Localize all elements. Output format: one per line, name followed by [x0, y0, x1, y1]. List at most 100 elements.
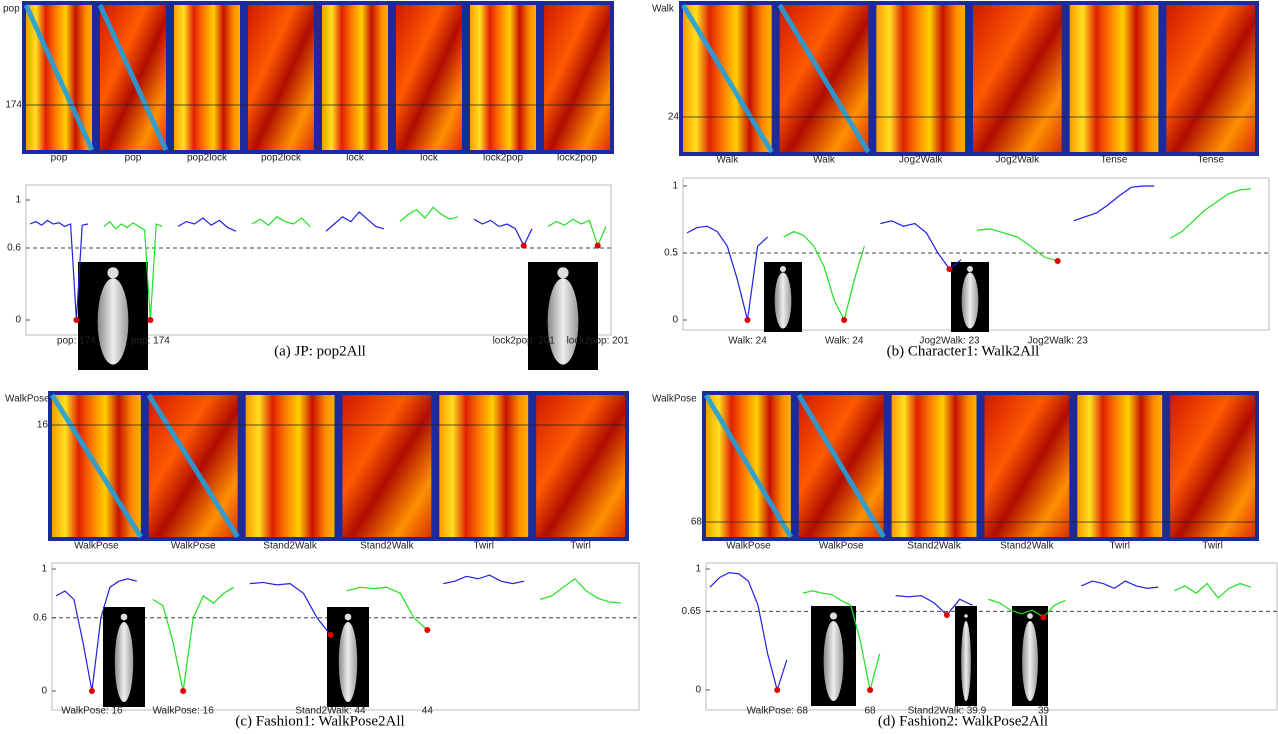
- column-label: lock2pop: [557, 153, 597, 164]
- column-label: Tense: [1197, 155, 1224, 166]
- minimum-label: Walk: 24: [825, 336, 864, 347]
- pose-figure: [98, 278, 129, 364]
- heatmap-tile: [439, 395, 528, 537]
- curve: [977, 229, 1058, 261]
- y-tick-label: 0.65: [682, 606, 702, 617]
- minimum-dot: [867, 687, 873, 693]
- caption: (d) Fashion2: WalkPose2All: [878, 713, 1048, 729]
- y-tick-label: 0: [15, 315, 21, 326]
- y-tick-label: 1: [41, 564, 47, 575]
- column-label: Stand2Walk: [907, 541, 962, 552]
- caption: (a) JP: pop2All: [274, 343, 366, 359]
- curve: [1174, 584, 1251, 599]
- y-tick-label: 1: [15, 195, 21, 206]
- heatmap-tile: [1070, 5, 1159, 152]
- heatmap-tile: [322, 5, 388, 150]
- pose-head: [1027, 613, 1033, 619]
- pose-figure: [548, 278, 579, 364]
- marker-label: 174: [5, 100, 22, 111]
- curve: [326, 212, 384, 231]
- pose-head: [780, 266, 786, 272]
- pose-figure: [1022, 621, 1038, 701]
- column-label: WalkPose: [819, 541, 864, 552]
- pose-figure: [824, 621, 844, 701]
- minimum-label: Walk: 24: [728, 336, 767, 347]
- curve: [250, 582, 331, 634]
- curve: [880, 221, 961, 269]
- minimum-dot: [73, 317, 79, 323]
- minimum-dot: [328, 632, 334, 638]
- y-tick-label: 0: [41, 686, 47, 697]
- minimum-dot: [521, 243, 527, 249]
- pose-head: [345, 614, 352, 621]
- minimum-label: lock2pop: 201: [567, 336, 630, 347]
- minimum-dot: [745, 317, 751, 323]
- column-label: Tense: [1101, 155, 1128, 166]
- caption: (b) Character1: Walk2All: [887, 343, 1040, 359]
- marker-label: 24: [668, 112, 680, 123]
- y-tick-label: 0.6: [33, 612, 47, 623]
- heatmap-tile: [470, 5, 536, 150]
- curve: [400, 207, 458, 221]
- minimum-dot: [1055, 258, 1061, 264]
- pose-head: [107, 267, 118, 278]
- minimum-dot: [944, 612, 950, 618]
- heatmap-tile: [1170, 395, 1255, 537]
- row-label: WalkPose: [5, 394, 50, 405]
- heatmap-tile: [973, 5, 1062, 152]
- pose-head: [964, 614, 968, 618]
- curve: [548, 219, 606, 245]
- curve: [153, 587, 234, 691]
- y-tick-label: 0: [695, 685, 701, 696]
- column-label: lock: [346, 153, 365, 164]
- minimum-dot: [595, 243, 601, 249]
- minimum-label: pop: 174: [57, 336, 96, 347]
- y-tick-label: 1: [695, 564, 701, 575]
- page: poppoppop2lockpop2locklocklocklock2poplo…: [0, 0, 1278, 734]
- heatmap-tile: [1077, 395, 1162, 537]
- column-label: Jog2Walk: [899, 155, 944, 166]
- heatmap-tile: [892, 395, 977, 537]
- minimum-label: lock2pop: 201: [493, 336, 556, 347]
- heatmap-tile: [876, 5, 965, 152]
- column-label: Twirl: [1109, 541, 1130, 552]
- curve: [1170, 189, 1251, 239]
- column-label: Twirl: [570, 541, 591, 552]
- column-label: pop: [125, 153, 142, 164]
- figure: poppoppop2lockpop2locklocklocklock2poplo…: [0, 0, 1278, 734]
- minimum-label: WalkPose: 16: [152, 706, 214, 717]
- heatmap-tile: [248, 5, 314, 150]
- pose-head: [121, 614, 128, 621]
- curve: [1081, 581, 1158, 588]
- y-tick-label: 0.6: [7, 243, 21, 254]
- panel: WalkPoseWalkPoseStand2WalkStand2WalkTwir…: [5, 391, 639, 729]
- curve: [443, 575, 524, 584]
- pose-figure: [961, 621, 971, 701]
- column-label: pop2lock: [261, 153, 302, 164]
- y-tick-label: 0.5: [664, 248, 678, 259]
- plot-frame: [706, 563, 1277, 710]
- minimum-dot: [946, 266, 952, 272]
- minimum-label: WalkPose: 16: [61, 706, 123, 717]
- minimum-dot: [424, 627, 430, 633]
- curve: [474, 219, 532, 245]
- minimum-dot: [774, 687, 780, 693]
- column-label: Jog2Walk: [996, 155, 1041, 166]
- heatmap-tile: [544, 5, 610, 150]
- column-label: Stand2Walk: [263, 541, 318, 552]
- y-tick-label: 0: [672, 315, 678, 326]
- heatmap-tile: [536, 395, 625, 537]
- minimum-dot: [841, 317, 847, 323]
- y-tick-label: 1: [672, 181, 678, 192]
- heatmap-tile: [246, 395, 335, 537]
- row-label: WalkPose: [652, 394, 697, 405]
- minimum-dot: [1040, 614, 1046, 620]
- column-label: lock: [420, 153, 439, 164]
- heatmap-tile: [985, 395, 1070, 537]
- curve: [252, 217, 310, 227]
- curve: [687, 226, 768, 320]
- column-label: pop: [51, 153, 68, 164]
- minimum-label: pop: 174: [131, 336, 170, 347]
- minimum-dot: [89, 688, 95, 694]
- pose-figure: [339, 622, 357, 702]
